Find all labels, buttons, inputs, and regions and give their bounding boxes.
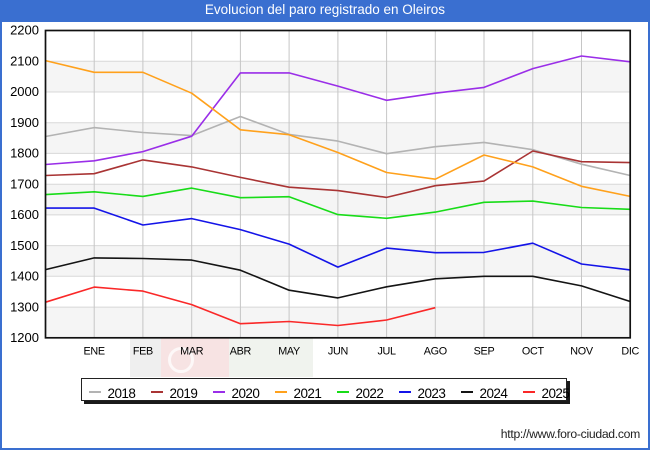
svg-text:NOV: NOV [570,346,594,358]
svg-text:1900: 1900 [10,115,39,130]
svg-text:MAR: MAR [180,346,204,358]
svg-text:SEP: SEP [474,346,495,358]
svg-text:MAY: MAY [278,346,300,358]
svg-text:1200: 1200 [10,330,39,345]
svg-text:1400: 1400 [10,269,39,284]
svg-text:JUN: JUN [328,346,348,358]
svg-text:2200: 2200 [10,23,39,38]
svg-text:ENE: ENE [84,346,105,358]
svg-text:AGO: AGO [424,346,447,358]
svg-text:1500: 1500 [10,238,39,253]
svg-text:DIC: DIC [621,346,639,358]
svg-text:1800: 1800 [10,146,39,161]
svg-text:1300: 1300 [10,299,39,314]
svg-text:2100: 2100 [10,53,39,68]
svg-text:1700: 1700 [10,176,39,191]
svg-text:JUL: JUL [377,346,396,358]
svg-text:OCT: OCT [522,346,545,358]
svg-text:FEB: FEB [133,346,153,358]
svg-text:ABR: ABR [230,346,252,358]
svg-text:1600: 1600 [10,207,39,222]
svg-text:2000: 2000 [10,84,39,99]
